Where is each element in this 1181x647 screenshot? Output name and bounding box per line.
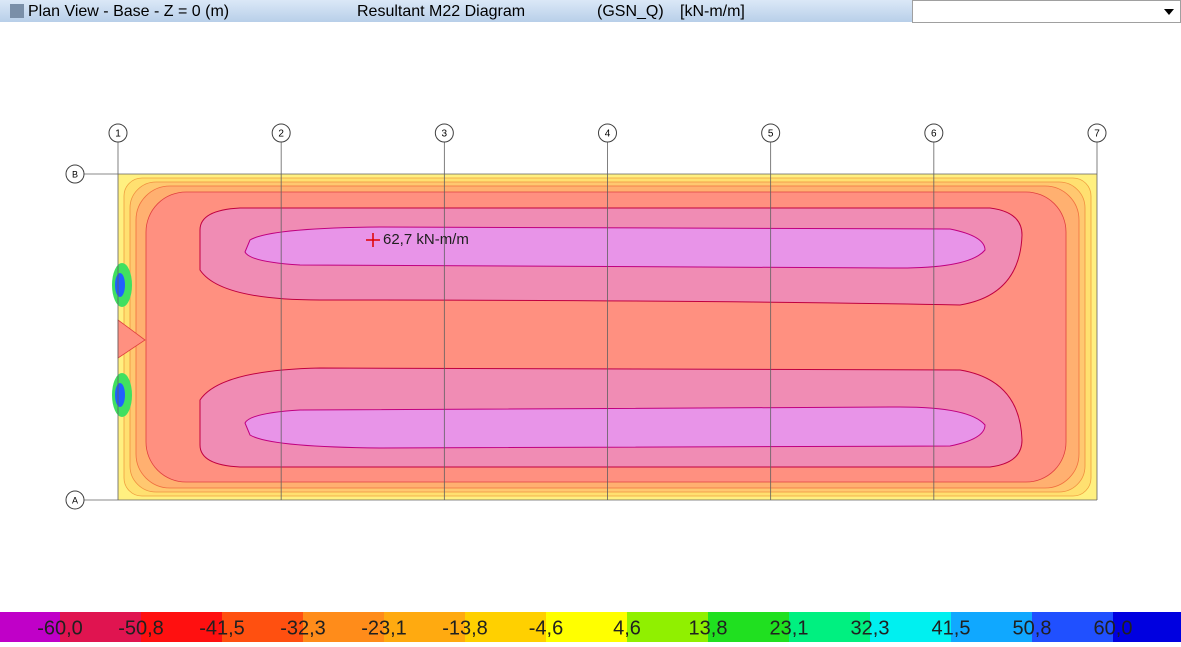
view-title: Plan View - Base - Z = 0 (m): [28, 3, 229, 20]
legend-swatch: [951, 612, 1032, 642]
legend-swatch: [303, 612, 384, 642]
units-title: [kN-m/m]: [680, 3, 745, 20]
legend-label: -41,5: [199, 617, 245, 639]
legend-label: -13,8: [442, 617, 488, 639]
legend-swatch: [789, 612, 870, 642]
grid-label: 4: [605, 129, 611, 140]
legend-swatch: [384, 612, 465, 642]
diagram-title: Resultant M22 Diagram: [357, 3, 525, 20]
legend-swatch: [465, 612, 546, 642]
legend-swatch: [708, 612, 789, 642]
view-icon: [10, 4, 24, 18]
legend-label: 13,8: [689, 617, 728, 639]
legend-swatch: [222, 612, 303, 642]
grid-bubble: [924, 123, 944, 143]
grid-label: 3: [442, 129, 448, 140]
legend-swatch: [141, 612, 222, 642]
legend-label: 41,5: [932, 617, 971, 639]
grid-bubble: [65, 164, 85, 184]
legend-label: 32,3: [851, 617, 890, 639]
case-title: (GSN_Q): [597, 3, 664, 20]
grid-bubble: [434, 123, 454, 143]
max-annotation: 62,7 kN-m/m: [383, 231, 469, 248]
legend-label: -50,8: [118, 617, 164, 639]
legend: -60,0 -50,8 -41,5 -32,3 -23,1 -13,8 -4,6 4,6 13,…: [0, 612, 1181, 642]
legend-swatch: [0, 612, 60, 642]
dropdown-arrow[interactable]: [1164, 9, 1174, 15]
grid-label: 7: [1094, 129, 1100, 140]
grid-bubble: [598, 123, 617, 143]
grid-label: 1: [115, 129, 121, 140]
legend-label: -23,1: [361, 617, 407, 639]
legend-label: -60,0: [37, 617, 83, 639]
legend-label: 50,8: [1013, 617, 1052, 639]
legend-label: -32,3: [280, 617, 326, 639]
title-bar: [0, 0, 912, 22]
legend-swatch: [1113, 612, 1181, 642]
grid-label: 5: [768, 129, 774, 140]
grid-label: B: [72, 169, 78, 179]
grid-bubble: [108, 123, 128, 143]
contour-plot: [112, 174, 1097, 500]
grid-label: A: [72, 495, 78, 505]
grid-label: 2: [278, 129, 284, 140]
legend-swatch: [627, 612, 708, 642]
grid-label: 6: [931, 129, 937, 140]
grid-lines: 1 2 3 4 5 6 7 B A: [65, 123, 1107, 510]
legend-label: 60,0: [1094, 617, 1133, 639]
legend-swatch: [546, 612, 627, 642]
max-marker: [366, 233, 380, 247]
grid-bubble: [271, 123, 291, 143]
grid-bubble: [65, 490, 85, 510]
legend-swatch: [1032, 612, 1113, 642]
legend-label: -4,6: [529, 617, 563, 639]
legend-label: 4,6: [613, 617, 641, 639]
dropdown[interactable]: [912, 0, 1181, 23]
legend-label: 23,1: [770, 617, 809, 639]
grid-bubble: [1087, 123, 1107, 143]
legend-swatch: [60, 612, 141, 642]
grid-bubble: [761, 123, 781, 143]
legend-swatch: [870, 612, 951, 642]
